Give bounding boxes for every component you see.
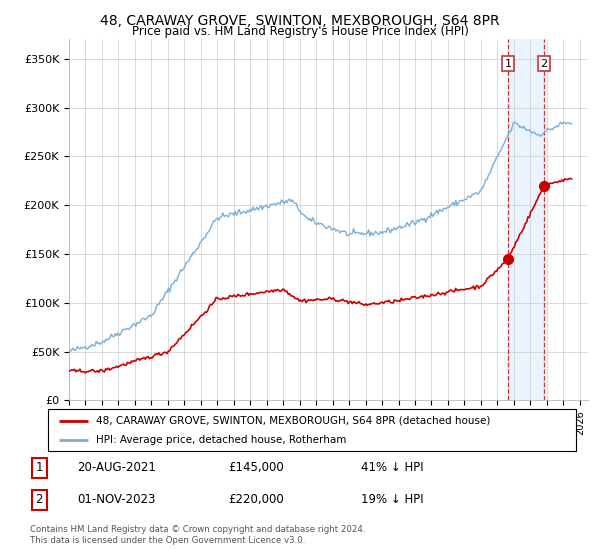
Text: 2: 2: [541, 59, 548, 69]
Text: Price paid vs. HM Land Registry's House Price Index (HPI): Price paid vs. HM Land Registry's House …: [131, 25, 469, 38]
Text: 1: 1: [35, 461, 43, 474]
Text: £220,000: £220,000: [229, 493, 284, 506]
Text: HPI: Average price, detached house, Rotherham: HPI: Average price, detached house, Roth…: [95, 435, 346, 445]
Text: £145,000: £145,000: [229, 461, 284, 474]
Bar: [508, 39, 544, 400]
Text: 1: 1: [505, 59, 511, 69]
Text: 2: 2: [35, 493, 43, 506]
Text: 19% ↓ HPI: 19% ↓ HPI: [361, 493, 424, 506]
FancyBboxPatch shape: [48, 409, 576, 451]
Text: 48, CARAWAY GROVE, SWINTON, MEXBOROUGH, S64 8PR (detached house): 48, CARAWAY GROVE, SWINTON, MEXBOROUGH, …: [95, 416, 490, 426]
Text: 20-AUG-2021: 20-AUG-2021: [77, 461, 156, 474]
Text: 01-NOV-2023: 01-NOV-2023: [77, 493, 155, 506]
Text: 41% ↓ HPI: 41% ↓ HPI: [361, 461, 424, 474]
Text: Contains HM Land Registry data © Crown copyright and database right 2024.
This d: Contains HM Land Registry data © Crown c…: [30, 525, 365, 545]
Text: 48, CARAWAY GROVE, SWINTON, MEXBOROUGH, S64 8PR: 48, CARAWAY GROVE, SWINTON, MEXBOROUGH, …: [100, 14, 500, 28]
